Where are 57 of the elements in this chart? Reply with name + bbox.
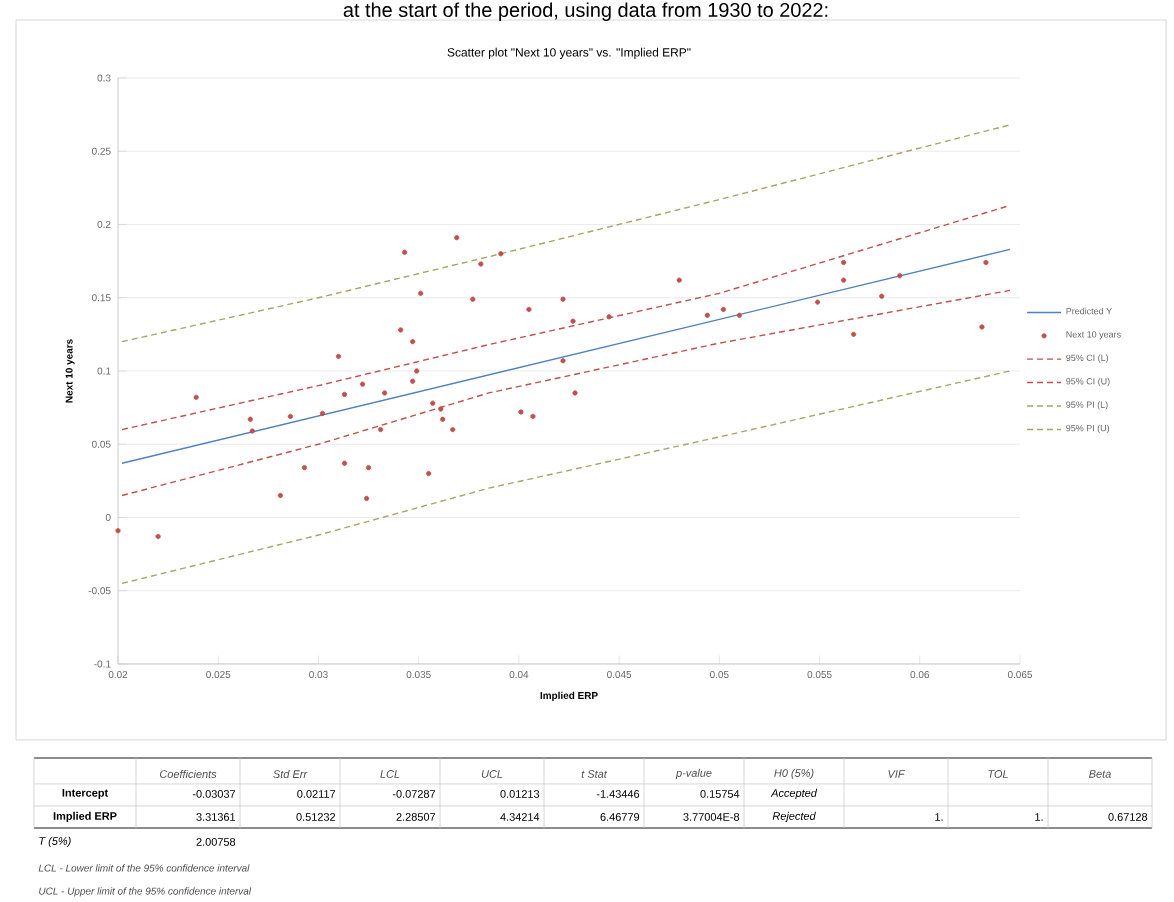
point xyxy=(841,259,847,266)
point xyxy=(606,314,612,320)
point xyxy=(572,390,578,396)
point xyxy=(498,251,504,257)
point xyxy=(319,410,326,417)
point xyxy=(247,416,253,422)
point xyxy=(277,492,283,499)
point xyxy=(440,416,446,422)
point xyxy=(249,428,255,434)
point xyxy=(851,331,857,337)
point xyxy=(518,409,524,415)
point xyxy=(155,533,161,540)
line-series xyxy=(121,370,1011,585)
point xyxy=(335,353,342,359)
point xyxy=(530,413,536,419)
point xyxy=(879,293,885,299)
point xyxy=(704,312,710,318)
point xyxy=(478,261,484,267)
point xyxy=(560,358,566,364)
point xyxy=(430,400,436,406)
point xyxy=(341,460,348,466)
point xyxy=(426,470,432,477)
point xyxy=(363,495,370,502)
point xyxy=(365,465,372,471)
point xyxy=(398,327,404,333)
point xyxy=(570,318,576,324)
point xyxy=(378,426,384,433)
point xyxy=(382,390,388,396)
point xyxy=(301,465,308,471)
point xyxy=(676,277,682,283)
point xyxy=(470,296,476,302)
point xyxy=(814,299,821,305)
point xyxy=(450,426,456,433)
point xyxy=(841,277,847,283)
text: at the start of the period, using data from 1930 to 2022: xyxy=(343,2,828,21)
point xyxy=(720,306,726,313)
point xyxy=(560,296,566,302)
line-series xyxy=(121,289,1011,497)
point xyxy=(897,273,903,279)
point xyxy=(736,312,742,318)
line-series xyxy=(121,204,1011,431)
point xyxy=(410,339,416,345)
point xyxy=(410,378,416,384)
point xyxy=(414,368,420,374)
point xyxy=(454,235,460,241)
point xyxy=(287,413,293,419)
point xyxy=(193,394,199,400)
point xyxy=(341,391,348,397)
point xyxy=(526,306,532,313)
point xyxy=(402,249,408,255)
point xyxy=(115,528,121,534)
point xyxy=(983,259,989,266)
point xyxy=(418,290,424,296)
point xyxy=(438,406,444,412)
point xyxy=(979,324,985,330)
line-series xyxy=(121,124,1011,343)
point xyxy=(359,381,366,387)
